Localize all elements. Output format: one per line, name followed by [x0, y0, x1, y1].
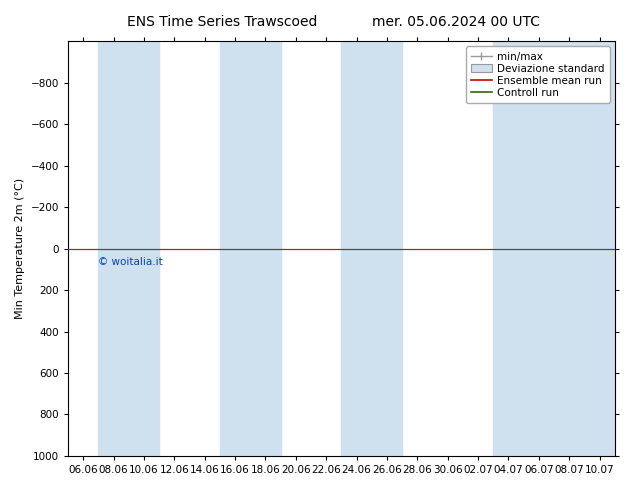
Y-axis label: Min Temperature 2m (°C): Min Temperature 2m (°C) [15, 178, 25, 319]
Bar [341, 41, 402, 456]
Text: mer. 05.06.2024 00 UTC: mer. 05.06.2024 00 UTC [373, 15, 540, 29]
Text: ENS Time Series Trawscoed: ENS Time Series Trawscoed [127, 15, 317, 29]
Bar [220, 41, 281, 456]
Bar [98, 41, 159, 456]
Bar [554, 41, 615, 456]
Text: © woitalia.it: © woitalia.it [98, 257, 163, 267]
Legend: min/max, Deviazione standard, Ensemble mean run, Controll run: min/max, Deviazione standard, Ensemble m… [465, 47, 610, 103]
Bar [493, 41, 554, 456]
